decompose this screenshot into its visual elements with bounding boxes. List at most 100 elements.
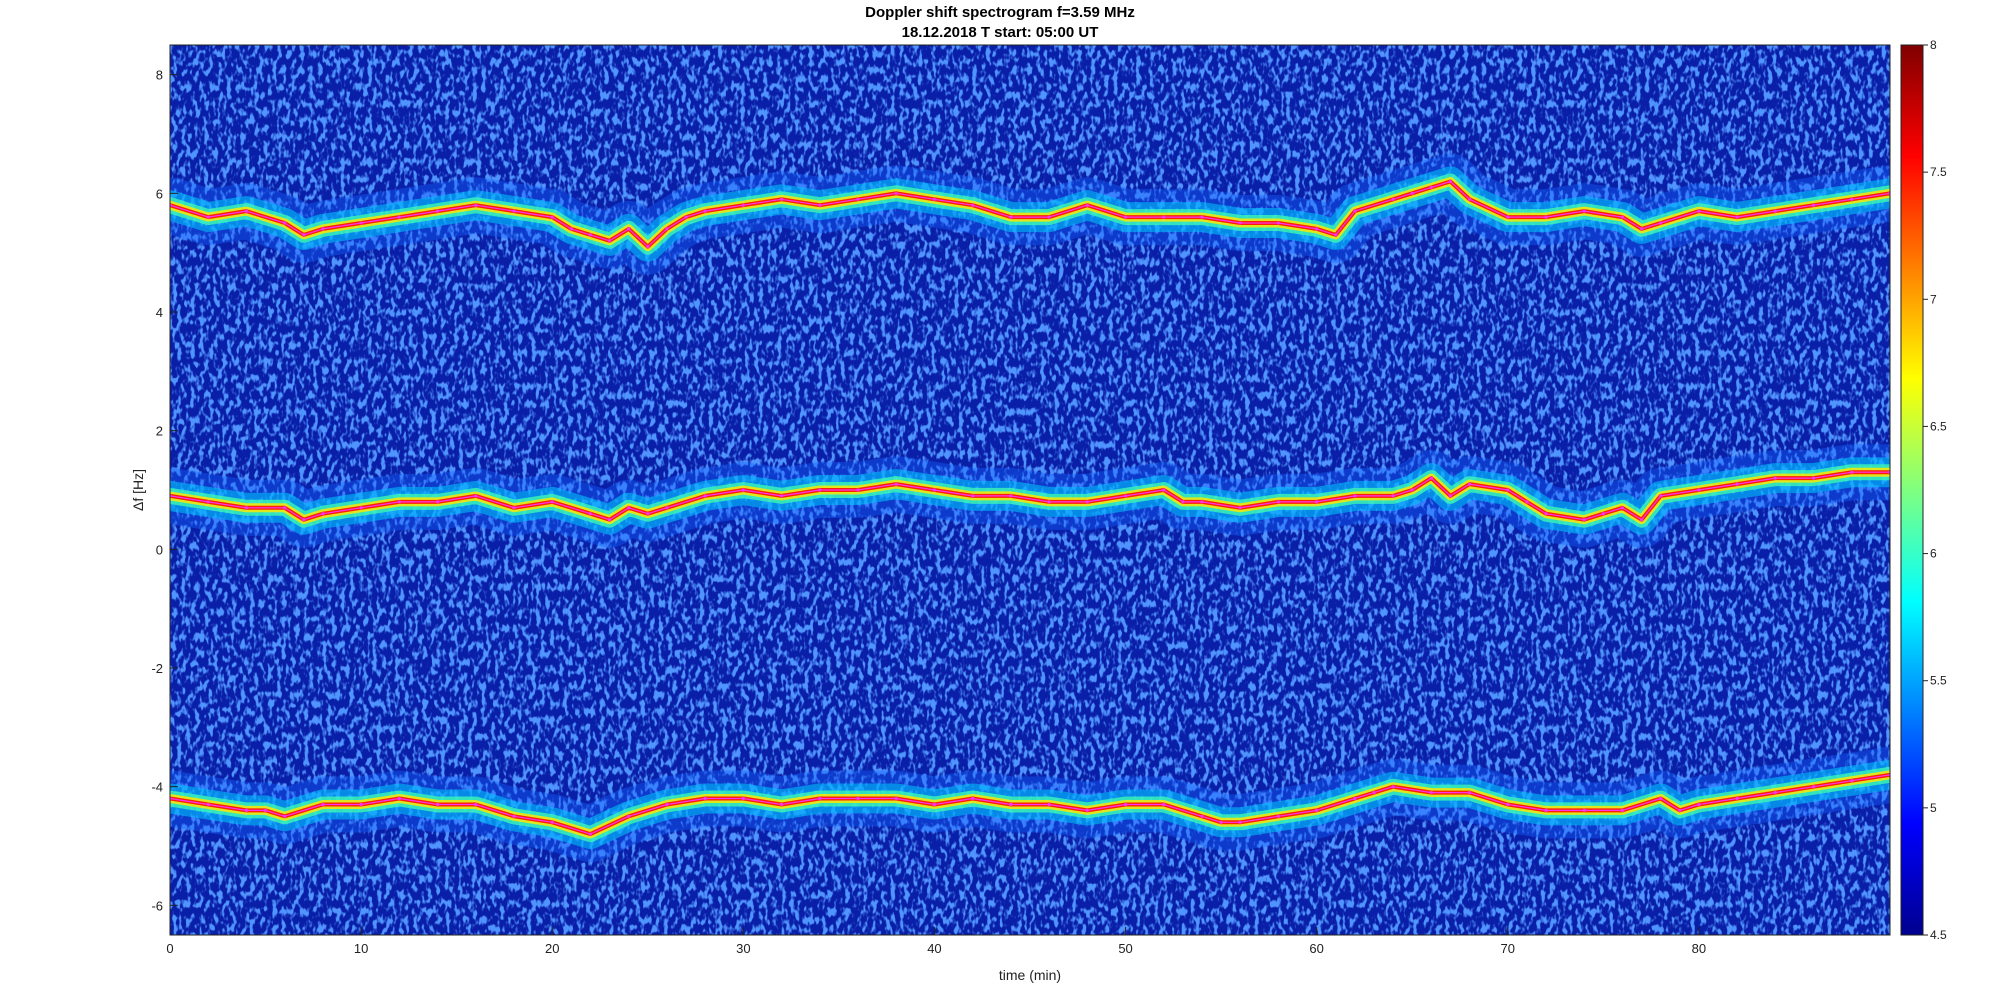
signal-point — [1276, 500, 1280, 504]
x-tick-label: 0 — [166, 941, 173, 956]
signal-point — [397, 796, 401, 801]
signal-point — [1238, 221, 1242, 225]
signal-point — [569, 227, 573, 231]
signal-point — [1735, 796, 1739, 801]
signal-point — [244, 209, 248, 213]
signal-point — [397, 215, 401, 219]
signal-point — [1410, 488, 1414, 492]
signal-point — [588, 512, 593, 516]
signal-point — [1697, 209, 1701, 213]
chart-subtitle: 18.12.2018 T start: 05:00 UT — [901, 24, 1099, 41]
signal-point — [474, 494, 478, 498]
signal-point — [1009, 494, 1013, 498]
signal-point — [646, 512, 650, 516]
x-tick-label: 50 — [1118, 941, 1132, 956]
signal-point — [1601, 512, 1605, 516]
signal-point — [1353, 209, 1357, 213]
signal-point — [1429, 476, 1433, 480]
signal-point — [1200, 215, 1204, 219]
signal-point — [206, 802, 210, 807]
signal-point — [321, 227, 325, 231]
signal-point — [894, 482, 898, 486]
signal-point — [1620, 808, 1624, 813]
signal-point — [1047, 802, 1051, 807]
signal-point — [1085, 500, 1089, 504]
signal-point — [1391, 197, 1395, 201]
signal-point — [856, 796, 860, 801]
signal-point — [283, 506, 287, 510]
signal-point — [588, 233, 593, 237]
signal-point — [1735, 215, 1739, 219]
signal-point — [703, 209, 707, 213]
signal-point — [1697, 802, 1701, 807]
signal-point — [397, 500, 401, 504]
y-axis-label: Δf [Hz] — [130, 469, 146, 511]
signal-point — [932, 802, 937, 807]
signal-point — [1582, 209, 1586, 213]
signal-point — [1468, 197, 1472, 201]
x-tick-label: 80 — [1692, 941, 1706, 956]
signal-point — [1391, 785, 1395, 789]
signal-point — [627, 814, 631, 818]
signal-point — [894, 796, 898, 801]
signal-point — [206, 215, 210, 219]
signal-point — [1124, 215, 1128, 219]
signal-point — [1659, 796, 1663, 801]
signal-point — [608, 518, 612, 522]
signal-point — [359, 506, 363, 510]
signal-point — [1219, 820, 1223, 824]
colorbar-tick-label: 5 — [1930, 801, 1937, 815]
signal-point — [1525, 500, 1529, 504]
signal-point — [780, 494, 784, 498]
signal-point — [1697, 488, 1701, 492]
signal-point — [359, 802, 363, 807]
signal-point — [244, 808, 248, 813]
signal-point — [1085, 808, 1089, 813]
signal-point — [244, 506, 248, 510]
signal-point — [1315, 808, 1319, 813]
signal-point — [1085, 203, 1089, 207]
signal-point — [818, 796, 822, 801]
signal-point — [741, 488, 745, 492]
signal-point — [1773, 209, 1777, 213]
signal-point — [1544, 808, 1548, 813]
signal-point — [741, 796, 745, 801]
colorbar-tick-label: 5.5 — [1930, 674, 1947, 688]
signal-point — [1448, 179, 1452, 184]
signal-point — [684, 215, 688, 219]
signal-point — [1448, 494, 1452, 498]
signal-point — [550, 500, 554, 504]
signal-point — [780, 197, 784, 201]
signal-point — [1162, 215, 1166, 219]
x-tick-label: 20 — [545, 941, 559, 956]
signal-point — [550, 820, 554, 824]
signal-point — [1640, 227, 1644, 231]
signal-point — [283, 814, 287, 818]
chart-title: Doppler shift spectrogram f=3.59 MHz — [865, 4, 1135, 21]
signal-point — [818, 488, 822, 492]
signal-point — [971, 494, 975, 498]
y-tick-label: 4 — [156, 305, 163, 320]
signal-point — [1181, 500, 1185, 504]
colorbar-tick-label: 7.5 — [1930, 165, 1947, 179]
signal-point — [1544, 512, 1548, 516]
signal-point — [1620, 506, 1624, 510]
signal-point — [1315, 500, 1319, 504]
signal-point — [703, 494, 707, 498]
colorbar-tick-label: 6.5 — [1930, 419, 1947, 433]
signal-point — [1334, 233, 1338, 237]
signal-point — [436, 209, 440, 213]
signal-point — [1506, 488, 1510, 492]
signal-point — [1353, 796, 1357, 801]
x-tick-label: 70 — [1501, 941, 1515, 956]
signal-point — [1009, 802, 1013, 807]
signal-point — [1468, 791, 1472, 795]
signal-point — [856, 197, 860, 201]
y-tick-label: -6 — [151, 898, 163, 913]
signal-point — [971, 203, 975, 207]
plot-frame — [169, 44, 1891, 936]
x-axis-label: time (min) — [999, 967, 1061, 983]
signal-point — [1620, 215, 1624, 219]
signal-point — [1429, 185, 1433, 189]
colorbar-tick-label: 8 — [1930, 38, 1937, 52]
